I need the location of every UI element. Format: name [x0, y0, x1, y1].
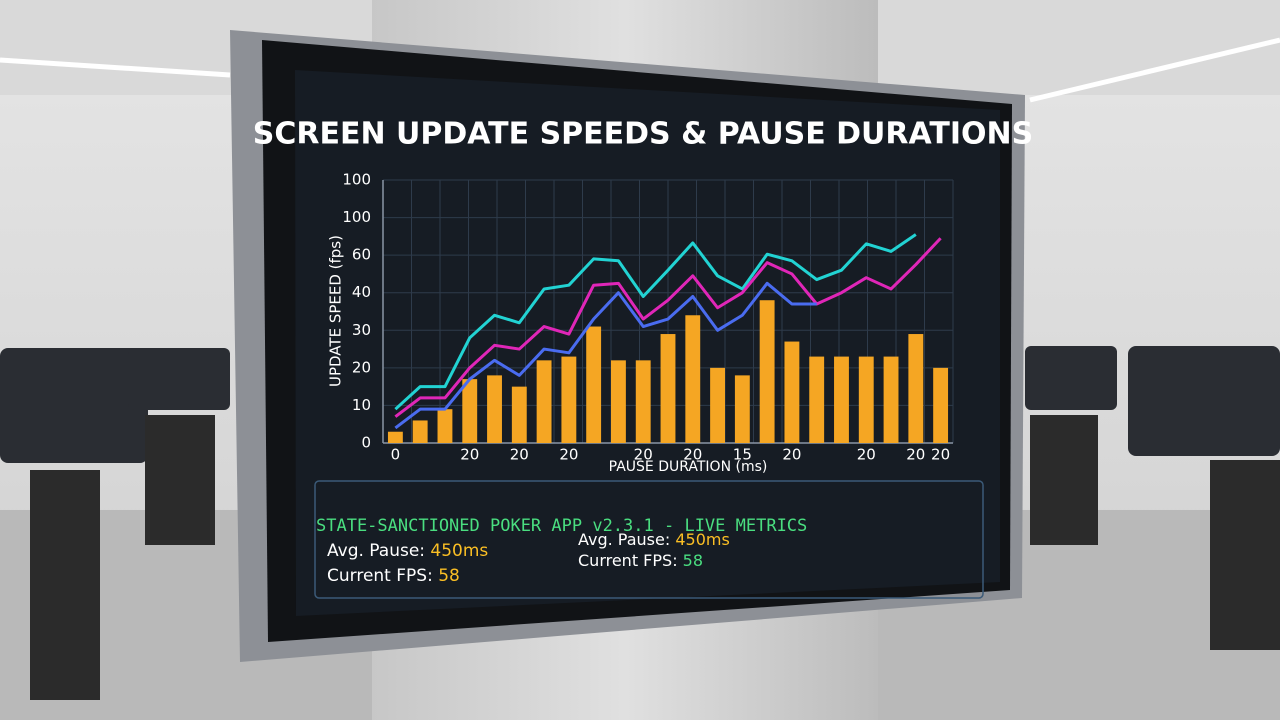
y-tick-label: 20 [352, 358, 371, 376]
line-series [394, 237, 942, 418]
panel-header: STATE-SANCTIONED POKER APP v2.3.1 - LIVE… [316, 516, 807, 536]
metrics-panel [314, 480, 984, 599]
y-tick-label: 100 [342, 208, 371, 226]
y-axis-label: UPDATE SPEED (fps) [327, 235, 345, 387]
y-tick-label: 0 [361, 434, 371, 452]
bar [759, 300, 775, 443]
bar [858, 356, 874, 443]
y-tick-label: 60 [352, 246, 371, 264]
x-tick-label: 20 [782, 446, 801, 464]
bar [660, 334, 676, 443]
bar [883, 356, 899, 443]
bar [611, 360, 626, 443]
y-tick-label: 40 [352, 283, 371, 301]
bar [536, 360, 552, 443]
side-kiosk [128, 348, 230, 410]
y-tick-label: 100 [342, 171, 371, 189]
x-tick-label: 20 [460, 446, 479, 464]
side-kiosk [1128, 346, 1280, 456]
metric-label: Avg. Pause: [578, 530, 670, 549]
x-tick-label: 20 [510, 446, 529, 464]
metric: Current FPS: 58 [578, 551, 703, 570]
metric-label: Avg. Pause: [327, 541, 425, 561]
bar [487, 375, 502, 443]
side-kiosk [0, 348, 148, 463]
x-tick-label: 20 [559, 446, 578, 464]
metric: Avg. Pause: 450ms [578, 530, 730, 549]
metric-label: Current FPS: [327, 566, 433, 586]
bar [908, 334, 924, 443]
bar [586, 326, 602, 443]
metric-value: 450ms [430, 541, 488, 561]
side-kiosk-stand [145, 415, 215, 545]
metric: Avg. Pause: 450ms [327, 541, 488, 561]
metric-label: Current FPS: [578, 551, 678, 570]
bar [462, 379, 478, 443]
bar [734, 375, 750, 443]
ceiling-light [0, 57, 231, 78]
x-tick-label: 20 [634, 446, 653, 464]
x-tick-label: 20 [906, 446, 925, 464]
bar [710, 367, 725, 443]
bar [834, 356, 849, 443]
x-tick-label: 20 [683, 446, 702, 464]
bar [412, 420, 428, 443]
metric: Current FPS: 58 [327, 566, 460, 586]
x-tick-label: 0 [391, 446, 401, 464]
plot: 0 10 20 30 40 60 100 100 0 20 20 20 20 20 15 20 20 20 20 [342, 171, 954, 464]
line-series [394, 281, 817, 430]
bar [933, 367, 949, 443]
metric-value: 58 [438, 566, 460, 586]
side-kiosk-stand [1210, 460, 1280, 650]
side-kiosk [1025, 346, 1117, 410]
side-kiosk-stand [1030, 415, 1098, 545]
x-tick-label: 15 [733, 446, 752, 464]
side-kiosk-stand [30, 470, 100, 700]
line-series [394, 233, 917, 411]
chart-title: SCREEN UPDATE SPEEDS & PAUSE DURATIONS [253, 117, 1033, 152]
ceiling-light [1029, 37, 1280, 103]
bar [437, 409, 453, 443]
y-tick-label: 30 [352, 321, 371, 339]
bar [685, 315, 701, 443]
y-tick-label: 10 [352, 396, 371, 414]
metric-value: 58 [683, 551, 703, 570]
screen [295, 70, 1000, 616]
x-tick-label: 20 [931, 446, 950, 464]
bar [784, 341, 800, 443]
x-tick-label: 20 [857, 446, 876, 464]
bar [561, 356, 577, 443]
bar [809, 356, 825, 443]
bar [635, 360, 651, 443]
bar [511, 386, 527, 443]
bar [387, 431, 403, 443]
metric-value: 450ms [675, 530, 729, 549]
x-axis-label: PAUSE DURATION (ms) [609, 459, 768, 475]
